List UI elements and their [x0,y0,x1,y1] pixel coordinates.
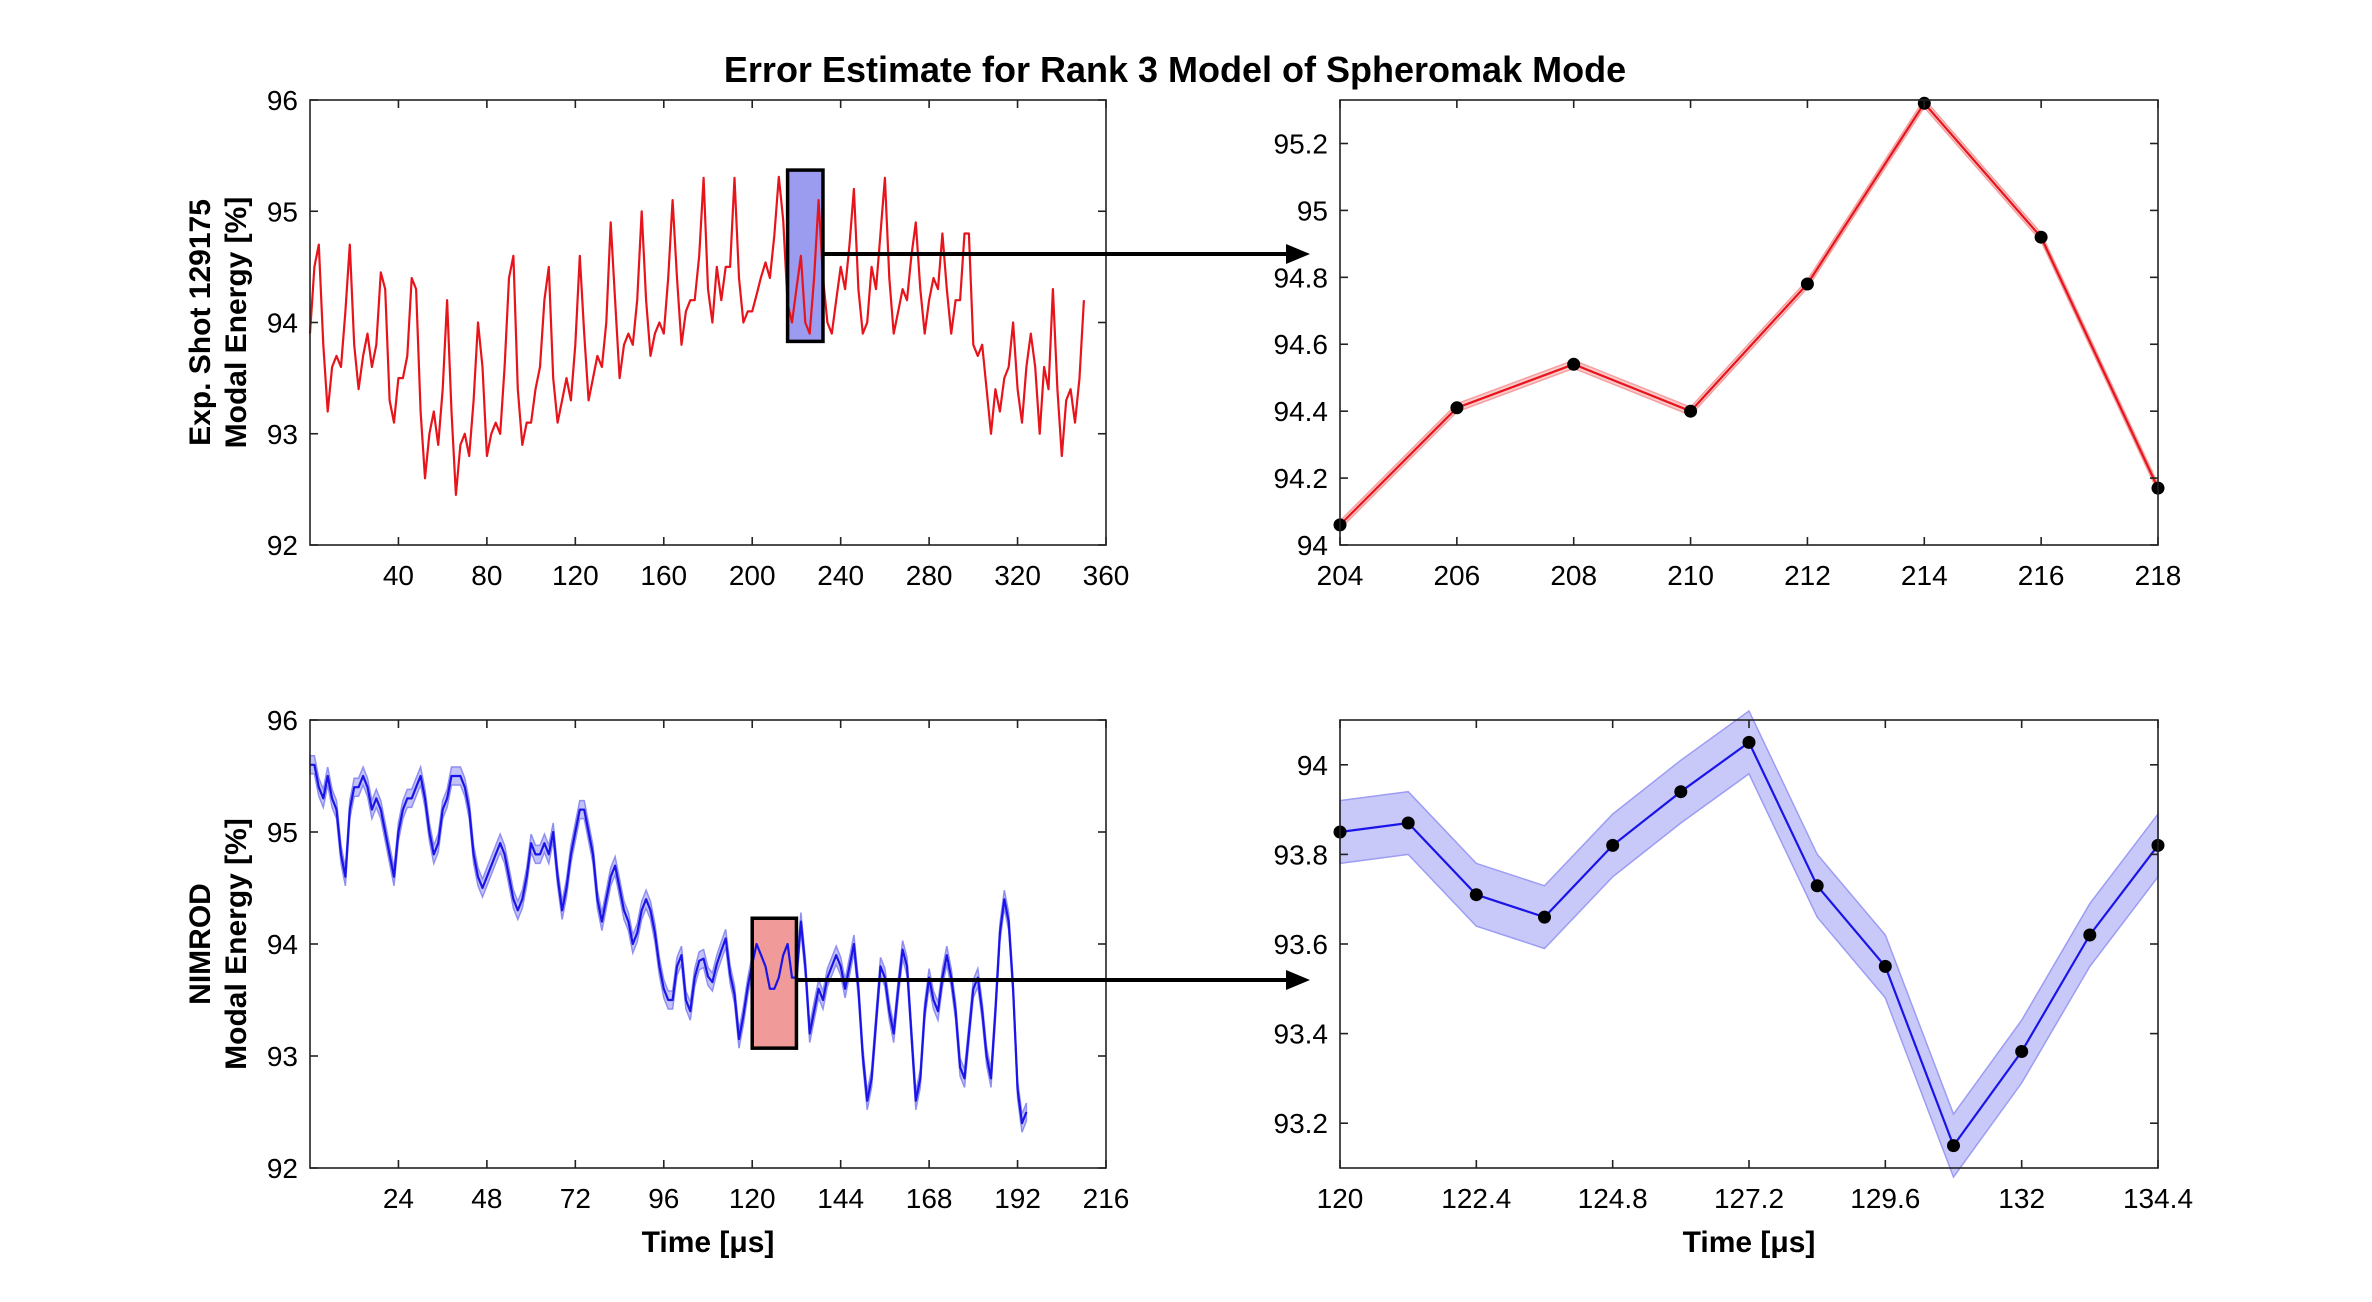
top-left-y-axis-label: Exp. Shot 129175 [184,199,217,446]
top-right-x-tick-label: 210 [1667,560,1714,591]
bottom-left-y-axis-label: NIMROD [184,883,217,1005]
top-left-x-tick-label: 280 [906,560,953,591]
bottom-right-data-point [1606,838,1620,852]
bottom-right-plot-area [1340,720,2158,1168]
bottom-left-y-axis-label: Modal Energy [%] [220,818,253,1070]
annotation-arrows [797,244,1310,990]
figure-title: Error Estimate for Rank 3 Model of Spher… [724,49,1626,90]
top-left-y-axis-label: Modal Energy [%] [220,197,253,449]
top-left-x-tick-label: 160 [640,560,687,591]
bottom-right-x-tick-label: 132 [1998,1183,2045,1214]
bottom-left-x-tick-label: 48 [471,1183,502,1214]
top-right-x-tick-label: 218 [2135,560,2182,591]
bottom-left-x-axis-label: Time [μs] [642,1226,775,1259]
top-right-x-tick-label: 214 [1901,560,1948,591]
bottom-left-y-tick-label: 96 [267,705,298,736]
bottom-right-data-point [1538,910,1551,924]
bottom-right-y-tick-label: 94 [1297,750,1328,781]
top-right-axes-box [1339,99,2159,546]
bottom-right-y-tick-label: 93.4 [1274,1019,1329,1050]
panel-bottom-left: 24 48 72 96 120 144 168 192 216 92 93 94 95 96 Time [μ… [184,705,1129,1259]
top-right-y-tick-label: 94.2 [1274,463,1329,494]
top-left-plot-area [310,100,1106,545]
bottom-left-zoom-region-outline [750,916,799,1050]
bottom-right-data-point [2083,928,2097,942]
top-left-y-tick-label: 92 [267,530,298,561]
panel-top-left: 40 80 120 160 200 240 280 320 360 92 93 94 95 96 Exp. … [184,85,1129,591]
bottom-right-data-point [1878,959,1892,973]
top-left-x-tick-label: 320 [994,560,1041,591]
bottom-right-data-point [2015,1045,2029,1058]
bottom-left-x-tick-label: 192 [994,1183,1041,1214]
bottom-left-y-tick-label: 92 [267,1153,298,1184]
top-right-data-point [1800,277,1814,291]
top-right-plot-area [1340,100,2158,545]
bottom-right-data-point [1947,1139,1960,1153]
top-right-y-tick-label: 94 [1297,530,1328,561]
bottom-right-data-point [1742,735,1756,749]
top-left-series-line [308,175,1085,496]
top-left-x-tick-label: 240 [817,560,864,591]
bottom-right-y-tick-label: 93.8 [1274,839,1329,870]
bottom-left-x-tick-label: 216 [1083,1183,1130,1214]
bottom-left-x-tick-label: 96 [648,1183,679,1214]
top-right-data-point [1567,357,1581,371]
bottom-left-x-tick-label: 24 [383,1183,414,1214]
bottom-left-y-tick-label: 94 [267,929,298,960]
top-left-y-tick-label: 94 [267,308,298,339]
top-left-x-tick-label: 200 [729,560,776,591]
bottom-left-series-line [310,763,1028,1125]
bottom-left-zoom-region [752,918,797,1049]
bottom-right-y-tick-label: 93.6 [1274,929,1329,960]
top-right-y-tick-label: 95.2 [1274,128,1329,159]
top-left-x-tick-label: 360 [1083,560,1130,591]
bottom-right-data-point [1469,888,1483,902]
bottom-left-plot-area [310,720,1106,1168]
bottom-left-error-band [309,755,1028,1133]
top-left-x-tick-label: 40 [383,560,414,591]
bottom-right-x-tick-label: 129.6 [1850,1183,1920,1214]
top-right-x-tick-label: 204 [1317,560,1364,591]
bottom-right-x-axis-label: Time [μs] [1683,1226,1816,1259]
top-left-x-tick-label: 120 [552,560,599,591]
top-right-y-tick-label: 94.8 [1274,262,1329,293]
bottom-right-y-tick-label: 93.2 [1274,1108,1329,1139]
top-left-zoom-region-outline [785,168,825,344]
bottom-right-data-point [1810,879,1824,893]
bottom-right-x-tick-label: 124.8 [1578,1183,1648,1214]
top-right-x-tick-label: 206 [1433,560,1480,591]
top-left-y-tick-label: 96 [267,85,298,116]
top-right-x-tick-label: 216 [2018,560,2065,591]
top-right-y-tick-label: 94.6 [1274,329,1329,360]
top-left-y-tick-label: 93 [267,419,298,450]
bottom-left-x-tick-label: 120 [729,1183,776,1214]
bottom-right-data-point [1401,816,1415,830]
top-right-data-point [2034,230,2048,244]
top-right-y-tick-label: 95 [1297,195,1328,226]
top-right-x-tick-label: 212 [1784,560,1831,591]
arrow-bottom-head [1286,970,1310,990]
top-right-y-tick-label: 94.4 [1274,396,1329,427]
bottom-right-x-tick-label: 120 [1317,1183,1364,1214]
top-left-x-tick-label: 80 [471,560,502,591]
bottom-right-data-point [1674,785,1688,799]
top-right-data-point [1684,404,1698,418]
bottom-right-x-tick-label: 127.2 [1714,1183,1784,1214]
bottom-left-x-tick-label: 168 [906,1183,953,1214]
panel-top-right: 204 206 208 210 212 214 216 218 94 94.2 94.4 94.6 94… [1274,96,2182,591]
bottom-left-x-tick-label: 144 [817,1183,864,1214]
bottom-left-y-tick-label: 95 [267,817,298,848]
bottom-right-x-tick-label: 122.4 [1441,1183,1511,1214]
bottom-left-x-tick-label: 72 [560,1183,591,1214]
top-right-data-point [1450,401,1464,415]
top-right-series-line [1339,102,2159,526]
bottom-right-x-tick-label: 134.4 [2123,1183,2193,1214]
top-right-x-tick-label: 208 [1550,560,1597,591]
arrow-top-head [1286,244,1310,264]
panel-bottom-right: 120 122.4 124.8 127.2 129.6 132 134.4 93.2 93.4 9… [1274,709,2193,1259]
top-left-y-tick-label: 95 [267,196,298,227]
bottom-left-y-tick-label: 93 [267,1041,298,1072]
